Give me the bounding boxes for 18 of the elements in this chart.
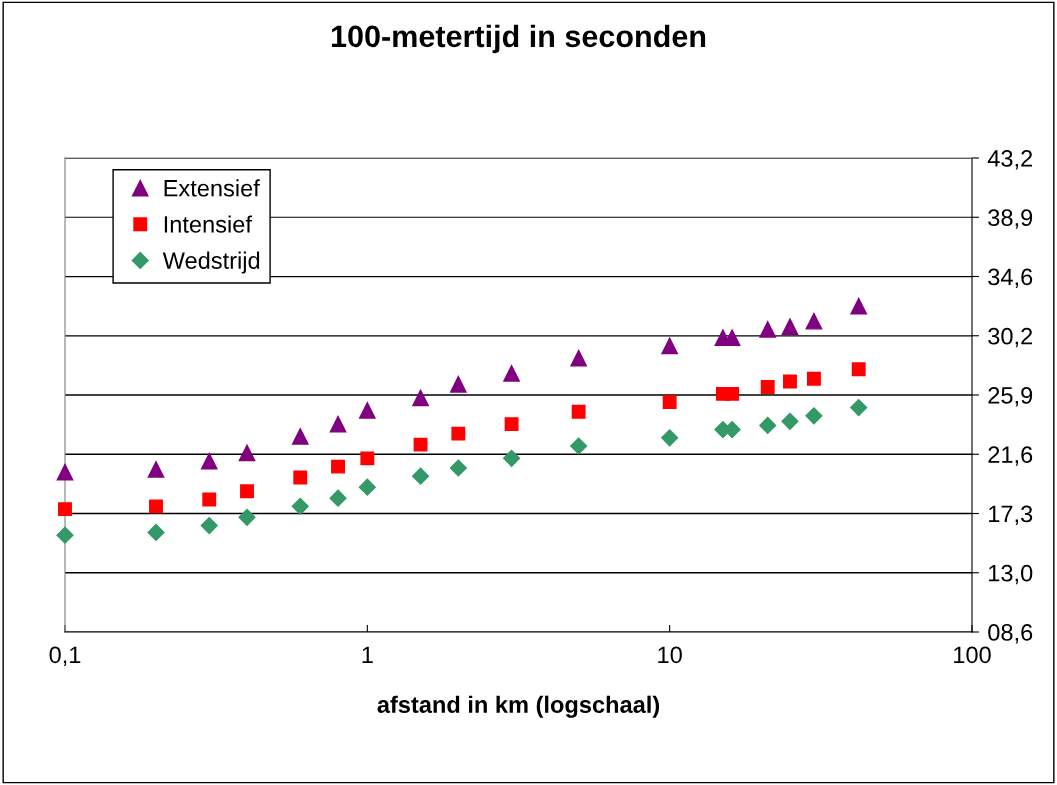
y-tick-label: 21,6: [988, 446, 1033, 466]
y-tick-label: 08,6: [988, 624, 1033, 644]
legend-label: Intensief: [164, 215, 252, 233]
y-tick-label: 34,6: [988, 268, 1033, 289]
chart-title: 100-metertijd in seconden: [331, 24, 706, 54]
y-tick-label: 38,9: [988, 209, 1033, 229]
x-axis-title: afstand in km (logschaal): [377, 695, 660, 718]
y-tick-label: 13,0: [989, 564, 1033, 585]
y-tick-label: 17,3: [989, 505, 1033, 526]
x-tick-label: 0,1: [49, 646, 81, 667]
legend-label: Wedstrijd: [162, 251, 260, 274]
y-tick-label: 43,2: [987, 150, 1033, 170]
y-tick-label: 30,2: [988, 327, 1033, 348]
legend-label: Extensief: [164, 179, 260, 197]
x-tick-label: 1: [362, 646, 373, 663]
x-tick-label: 10: [658, 646, 682, 664]
y-tick-label: 25,9: [988, 387, 1033, 407]
x-tick-label: 100: [954, 646, 991, 664]
